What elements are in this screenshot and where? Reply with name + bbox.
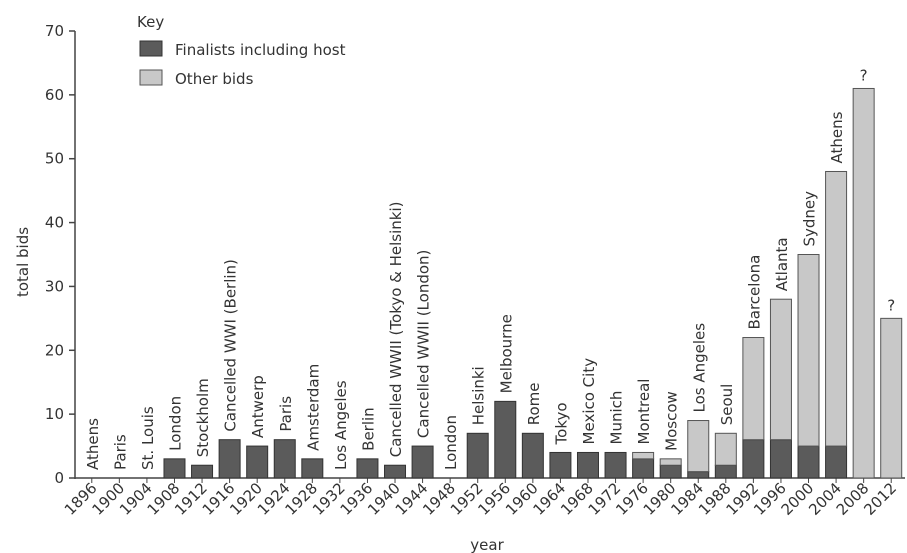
bar-other-bids (714, 432, 737, 466)
bar-label: Amsterdam (304, 364, 322, 451)
bar-label: Paris (111, 434, 129, 470)
bar-finalists (411, 445, 434, 479)
bar-label: ? (860, 66, 868, 84)
bar-label: Melbourne (497, 314, 515, 393)
bar-label: Athens (828, 111, 846, 163)
y-axis: 0 10 20 30 40 50 60 70 (45, 22, 76, 487)
bar-label: Seoul (718, 384, 736, 426)
legend-label-finalists: Finalists including host (175, 41, 346, 59)
bar-label: Los Angeles (690, 323, 708, 413)
bar-finalists (576, 451, 599, 479)
bar-finalists (218, 439, 241, 479)
bar-finalists (604, 451, 627, 479)
bar-finalists (163, 458, 186, 479)
bar-other-bids (852, 87, 875, 479)
bar-label: Barcelona (745, 255, 763, 330)
bar-finalists (549, 451, 572, 479)
bar-label: Athens (84, 418, 102, 470)
y-tick-label: 60 (45, 86, 64, 104)
x-axis-title: year (470, 536, 504, 553)
bar-finalists (521, 432, 544, 479)
bar-other-bids (825, 170, 848, 447)
bar-finalists (632, 458, 655, 479)
bar-label: St. Louis (139, 406, 157, 470)
bar-other-bids (797, 254, 820, 447)
bar-finalists (273, 439, 296, 479)
bar-label: Munich (608, 391, 626, 445)
bar-other-bids (687, 420, 710, 473)
bars (163, 87, 903, 479)
legend-swatch-other (139, 69, 163, 86)
bar-other-bids (769, 298, 792, 441)
legend-label-other: Other bids (175, 70, 254, 88)
bar-finalists (687, 471, 710, 479)
bar-finalists (246, 445, 269, 479)
bar-label: Tokyo (552, 402, 570, 445)
bar-label: Moscow (663, 391, 681, 451)
bar-label: Sydney (801, 191, 819, 247)
y-axis-title: total bids (14, 227, 32, 297)
bar-finalists (301, 458, 324, 479)
legend-swatch-finalists (139, 40, 163, 57)
bar-label: Helsinki (470, 366, 488, 425)
bar-label: London (442, 415, 460, 470)
bar-finalists (356, 458, 379, 479)
bar-label: Cancelled WWI (Berlin) (222, 259, 240, 432)
bar-finalists (384, 464, 407, 479)
x-axis: 1896190019041908191219161920192419281932… (61, 477, 905, 519)
bar-label: ? (887, 296, 895, 314)
y-tick-label: 0 (54, 469, 64, 487)
bar-other-bids (659, 458, 682, 466)
y-tick-label: 50 (45, 150, 64, 168)
bar-label: Berlin (359, 407, 377, 451)
bar-label: Cancelled WWII (London) (415, 250, 433, 438)
bar-finalists (466, 432, 489, 479)
bar-other-bids (742, 337, 765, 441)
bar-other-bids (632, 451, 655, 460)
x-tick-label: 2012 (860, 479, 900, 519)
bar-label: Rome (525, 383, 543, 426)
bar-finalists (494, 400, 517, 479)
bar-finalists (714, 464, 737, 479)
bar-label: Atlanta (773, 237, 791, 291)
bar-label: Mexico City (580, 358, 598, 445)
bar-label: Los Angeles (332, 380, 350, 470)
bar-label: London (166, 396, 184, 451)
bar-finalists (659, 464, 682, 479)
bar-label: Stockholm (194, 378, 212, 457)
bar-other-bids (880, 317, 903, 479)
y-tick-label: 30 (45, 277, 64, 295)
legend-title: Key (137, 13, 164, 31)
y-tick-label: 10 (45, 405, 64, 423)
bar-finalists (769, 439, 792, 479)
bar-finalists (742, 439, 765, 479)
y-tick-label: 20 (45, 341, 64, 359)
bar-label: Antwerp (249, 375, 267, 438)
y-tick-label: 40 (45, 214, 64, 232)
bar-finalists (191, 464, 214, 479)
y-tick-label: 70 (45, 22, 64, 40)
bar-label: Paris (277, 396, 295, 432)
bar-label: Cancelled WWII (Tokyo & Helsinki) (387, 201, 405, 457)
legend: Key Finalists including host Other bids (137, 13, 346, 88)
bar-labels: Athens Paris St. Louis London Stockholm Cance… (84, 66, 895, 470)
bar-label: Montreal (635, 379, 653, 445)
bar-finalists (825, 445, 848, 479)
bar-finalists (797, 445, 820, 479)
